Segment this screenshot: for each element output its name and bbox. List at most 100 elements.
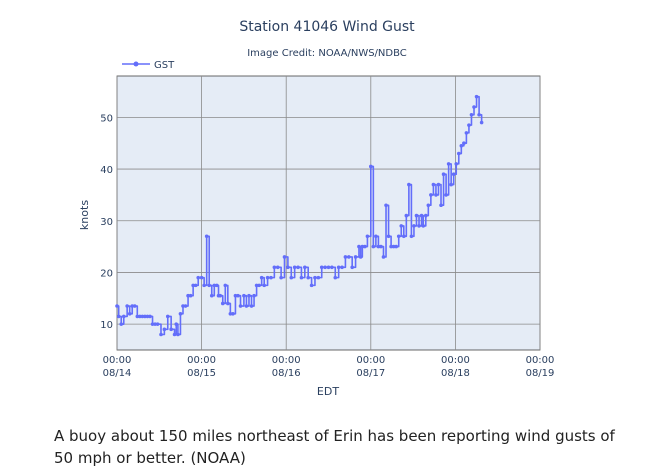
x-tick-label: 00:00 bbox=[356, 355, 385, 366]
data-point bbox=[374, 234, 378, 239]
data-point bbox=[212, 283, 217, 288]
data-point bbox=[313, 275, 317, 280]
data-point bbox=[191, 283, 195, 288]
data-point bbox=[303, 265, 307, 270]
x-tick-sublabel: 08/19 bbox=[526, 368, 555, 379]
y-axis-label: knots bbox=[78, 200, 91, 230]
data-point bbox=[272, 265, 277, 270]
axes: 10 20 30 40 50 00:00 08/14 00:00 08/15 00:00 08/16… bbox=[100, 113, 554, 379]
legend[interactable]: GST bbox=[122, 60, 175, 71]
data-point bbox=[223, 283, 228, 288]
data-point bbox=[249, 304, 254, 308]
data-point bbox=[257, 283, 261, 288]
data-point bbox=[381, 255, 386, 259]
x-tick-sublabel: 08/15 bbox=[187, 368, 216, 379]
data-point bbox=[265, 275, 270, 280]
data-point bbox=[279, 275, 283, 280]
data-point bbox=[282, 255, 287, 259]
y-tick-label: 20 bbox=[100, 268, 113, 279]
x-tick-sublabel: 08/16 bbox=[272, 368, 301, 379]
x-tick-label: 00:00 bbox=[272, 355, 301, 366]
data-point bbox=[292, 265, 297, 270]
data-point bbox=[459, 143, 464, 148]
data-point bbox=[174, 322, 179, 326]
data-point bbox=[289, 275, 294, 280]
legend-marker bbox=[133, 61, 139, 67]
article-caption: A buoy about 150 miles northeast of Erin… bbox=[54, 427, 615, 467]
data-point bbox=[309, 283, 314, 288]
data-point bbox=[238, 304, 243, 308]
data-point bbox=[386, 234, 391, 239]
y-tick-label: 50 bbox=[100, 113, 113, 124]
data-point bbox=[423, 213, 428, 218]
data-point bbox=[474, 94, 479, 99]
data-point bbox=[357, 244, 361, 249]
data-point bbox=[316, 275, 321, 280]
data-point bbox=[323, 265, 327, 270]
data-point bbox=[412, 224, 416, 228]
data-point bbox=[233, 293, 238, 298]
x-tick-label: 00:00 bbox=[526, 355, 555, 366]
data-point bbox=[371, 244, 376, 249]
data-point bbox=[441, 172, 446, 177]
data-point bbox=[162, 327, 167, 332]
data-point bbox=[449, 182, 453, 187]
data-point bbox=[369, 164, 373, 169]
data-point bbox=[336, 265, 341, 270]
data-point bbox=[115, 304, 119, 308]
x-tick-sublabel: 08/18 bbox=[441, 368, 470, 379]
data-point bbox=[183, 304, 188, 308]
data-point bbox=[204, 234, 209, 239]
data-point bbox=[199, 275, 204, 280]
data-point bbox=[244, 304, 249, 308]
data-point bbox=[391, 244, 396, 249]
data-point bbox=[379, 244, 383, 249]
data-point bbox=[464, 131, 469, 135]
data-point bbox=[269, 275, 273, 280]
data-point bbox=[140, 314, 145, 319]
data-point bbox=[436, 182, 441, 187]
data-point bbox=[196, 275, 201, 280]
data-point bbox=[247, 293, 251, 298]
data-point bbox=[218, 293, 223, 298]
data-point bbox=[343, 255, 348, 259]
data-point bbox=[181, 304, 185, 308]
data-point bbox=[479, 120, 484, 125]
data-point bbox=[444, 193, 448, 197]
data-point bbox=[469, 112, 474, 117]
data-point bbox=[275, 265, 280, 270]
data-point bbox=[119, 322, 124, 326]
series-gst bbox=[115, 94, 484, 337]
y-tick-label: 40 bbox=[100, 165, 113, 176]
data-point bbox=[319, 265, 324, 270]
data-point bbox=[236, 293, 240, 298]
data-point bbox=[202, 283, 206, 288]
x-tick-sublabel: 08/17 bbox=[356, 368, 385, 379]
data-point bbox=[228, 312, 233, 316]
data-point bbox=[358, 255, 363, 259]
data-point bbox=[153, 322, 157, 326]
x-tick-label: 00:00 bbox=[441, 355, 470, 366]
data-point bbox=[384, 203, 388, 208]
data-point bbox=[296, 265, 300, 270]
data-point bbox=[145, 314, 150, 319]
data-point bbox=[363, 244, 367, 249]
data-point bbox=[353, 255, 358, 259]
wind-gust-chart: Station 41046 Wind Gust Image Credit: NO… bbox=[78, 19, 554, 398]
data-point bbox=[242, 293, 246, 298]
data-point bbox=[462, 141, 466, 146]
data-point bbox=[467, 123, 471, 127]
data-point bbox=[419, 213, 424, 218]
data-point bbox=[165, 314, 170, 319]
data-point bbox=[209, 293, 214, 298]
data-point bbox=[333, 275, 338, 280]
data-point bbox=[159, 332, 163, 337]
data-point bbox=[456, 151, 461, 156]
data-point bbox=[252, 293, 256, 298]
data-point bbox=[231, 312, 235, 316]
data-point bbox=[472, 105, 476, 109]
data-point bbox=[135, 314, 140, 319]
data-point bbox=[215, 283, 219, 288]
data-point bbox=[143, 314, 147, 319]
data-point bbox=[429, 193, 433, 197]
